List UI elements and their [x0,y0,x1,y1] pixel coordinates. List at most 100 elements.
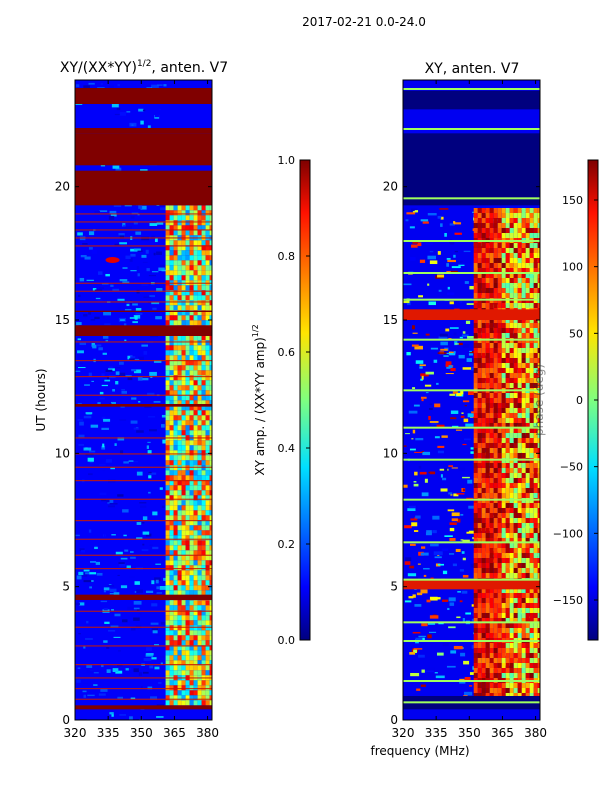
heat-hot-cell [165,570,170,576]
phase-hot-cell [517,278,522,283]
heat-hot-cell [181,425,186,431]
heat-hot-cell [169,575,174,581]
phase-hot-cell [497,443,502,448]
heat-hot-cell [197,335,202,341]
heat-hot-cell [205,525,210,531]
phase-hot-cell [497,603,502,608]
phase-hot-cell [497,618,502,623]
phase-hot-cell [513,693,518,698]
phase-hot-cell [493,243,498,248]
heat-hot-cell [165,420,170,426]
phase-hot-cell [517,508,522,513]
heat-speckle [112,389,115,392]
phase-hot-cell [473,493,478,498]
phase-speckle [416,688,421,691]
phase-hot-cell [533,233,538,238]
heat-hot-cell [189,390,194,396]
phase-hot-cell [485,318,490,323]
heat-hot-cell [197,635,202,641]
phase-hot-cell [493,273,498,278]
phase-hot-cell [537,423,540,428]
phase-hot-cell [513,488,518,493]
heat-hot-cell [201,490,206,496]
heat-hot-cell [201,240,206,246]
heat-hot-cell [169,645,174,651]
heat-speckle [98,464,106,466]
heat-hot-cell [201,400,206,406]
phase-hot-cell [525,568,530,573]
phase-hot-cell [521,688,526,693]
heat-hot-cell [193,530,198,536]
phase-hot-cell [529,283,534,288]
phase-hot-cell [473,438,478,443]
phase-hot-cell [477,223,482,228]
phase-hot-cell [525,438,530,443]
phase-hot-cell [505,378,510,383]
heat-hot-cell [205,295,210,301]
heat-speckle [120,585,128,589]
phase-hot-cell [493,618,498,623]
heat-speckle [140,686,143,689]
phase-hot-cell [501,283,506,288]
phase-hot-cell [493,413,498,418]
phase-hot-cell [481,628,486,633]
heat-hot-cell [165,415,170,421]
phase-hot-cell [489,558,494,563]
heat-hot-cell [197,695,202,701]
phase-hot-cell [517,423,522,428]
heat-hot-cell [169,635,174,641]
heat-hot-cell [181,685,186,691]
phase-hot-cell [473,433,478,438]
phase-hot-cell [485,383,490,388]
phase-hot-cell [493,603,498,608]
phase-hot-cell [489,273,494,278]
heat-speckle [120,406,125,408]
heat-hot-cell [193,380,198,386]
phase-hot-cell [513,303,518,308]
phase-speckle [433,551,443,556]
phase-hot-cell [533,693,538,698]
phase-hot-cell [501,508,506,513]
heat-hot-cell [209,420,212,426]
heat-hot-cell [197,580,202,586]
heat-hot-cell [189,345,194,351]
phase-speckle [456,261,463,263]
heat-hot-cell [205,270,210,276]
heat-hot-cell [165,440,170,446]
heat-hot-cell [209,270,212,276]
heat-hot-cell [169,665,174,671]
phase-speckle [404,525,412,529]
heat-speckle [107,505,115,508]
phase-hot-cell [521,228,526,233]
phase-hot-cell [509,333,514,338]
phase-hot-cell [509,503,514,508]
heat-hot-cell [197,320,202,326]
heat-hot-cell [177,545,182,551]
heat-hot-cell [209,245,212,251]
heat-speckle [123,461,129,464]
phase-speckle [427,255,437,260]
phase-speckle [452,563,457,567]
heat-hot-cell [169,340,174,346]
heat-hot-cell [169,205,174,211]
phase-hot-cell [497,488,502,493]
heat-speckle [119,279,128,282]
heat-hot-cell [181,695,186,701]
heat-speckle [143,351,148,355]
phase-speckle [420,589,428,594]
phase-hot-cell [533,653,538,658]
phase-hot-cell [501,533,506,538]
phase-hot-cell [533,628,538,633]
phase-hot-cell [517,553,522,558]
phase-hot-cell [493,558,498,563]
heat-hot-cell [169,395,174,401]
phase-hot-cell [537,688,540,693]
heat-hot-cell [185,555,190,561]
phase-hot-cell [525,398,530,403]
heat-hot-cell [209,560,212,566]
phase-hot-cell [537,508,540,513]
heat-hot-cell [177,445,182,451]
heat-speckle [160,207,167,211]
phase-hot-cell [537,648,540,653]
heat-hot-cell [185,390,190,396]
